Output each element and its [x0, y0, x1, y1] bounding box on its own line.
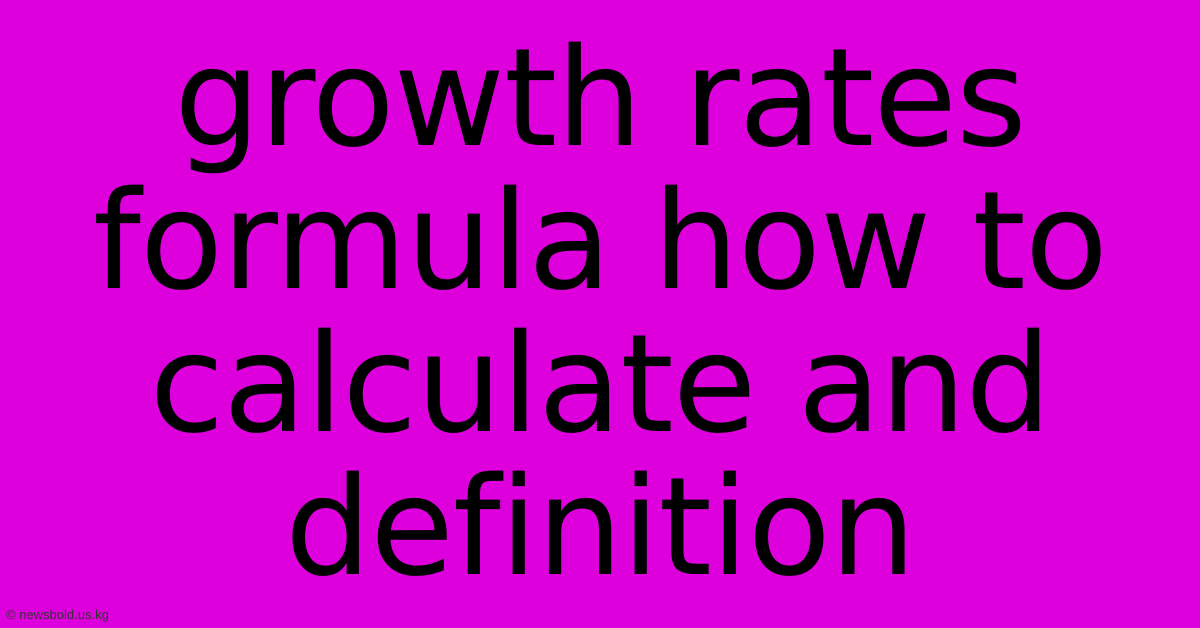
headline-text: growth rates formula how to calculate an…	[93, 28, 1107, 599]
attribution-text: © newsbold.us.kg	[6, 607, 109, 622]
